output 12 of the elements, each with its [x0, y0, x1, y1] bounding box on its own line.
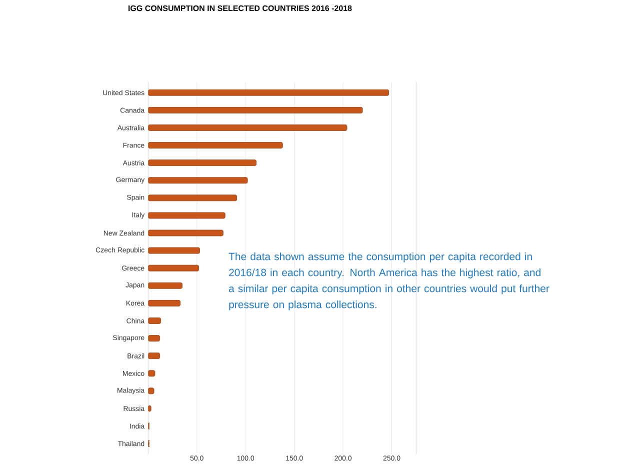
bar [148, 160, 257, 166]
bar [148, 177, 248, 184]
bar [148, 282, 182, 289]
bar [148, 107, 363, 114]
annotation: The data shown assume the consumption per capita recorded in 2016/18 in each country. North America has the highest ratio, and a similar per capita consumption in other countries would put further pressure on plasma collections. [228, 252, 550, 310]
bar [148, 264, 200, 272]
bar [148, 194, 238, 202]
bar [148, 300, 180, 306]
chart-title: IGG CONSUMPTION IN SELECTED COUNTRIES 2016 -2018 [128, 5, 352, 12]
bar [148, 124, 348, 131]
bar [148, 142, 283, 149]
bar [148, 89, 390, 96]
